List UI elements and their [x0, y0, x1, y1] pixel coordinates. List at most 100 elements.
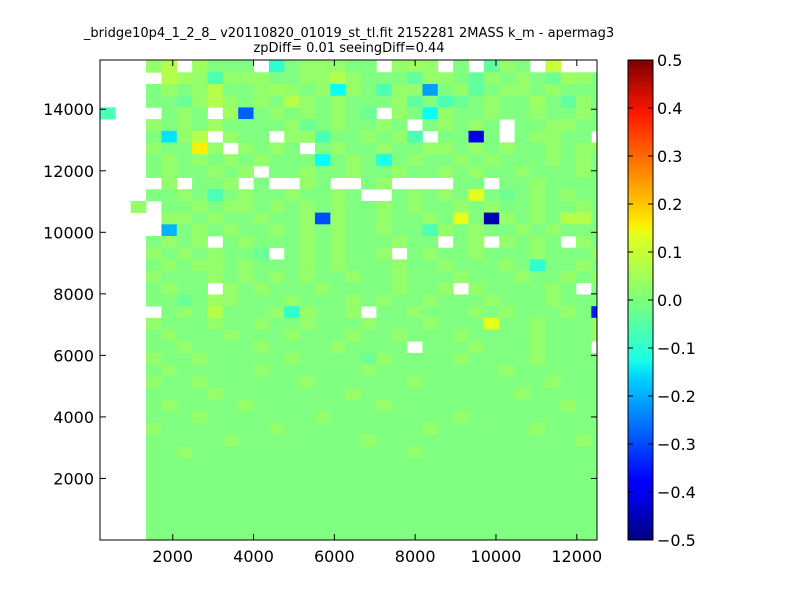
heatmap-cell: [391, 306, 408, 319]
heatmap-cell: [161, 411, 178, 424]
heatmap-cell: [207, 528, 224, 541]
heatmap-cell: [330, 504, 347, 518]
heatmap-cell: [422, 364, 439, 377]
heatmap-cell: [422, 341, 439, 354]
heatmap-cell: [361, 388, 377, 401]
heatmap-cell: [591, 200, 598, 214]
heatmap-cell: [560, 434, 577, 447]
heatmap-cell: [591, 95, 598, 108]
heatmap-cell: [330, 165, 347, 178]
heatmap-cell: [207, 165, 224, 178]
heatmap-cell: [314, 411, 331, 424]
heatmap-cell: [591, 224, 598, 237]
heatmap-cell: [222, 341, 239, 354]
heatmap-cell: [483, 154, 500, 167]
heatmap-cell: [545, 60, 562, 73]
heatmap-cell: [529, 388, 546, 401]
heatmap-cell: [361, 352, 377, 366]
heatmap-cell: [591, 271, 598, 284]
heatmap-cell: [483, 493, 500, 506]
heatmap-cell: [529, 504, 546, 518]
heatmap-cell: [330, 189, 347, 202]
heatmap-cell: [437, 271, 454, 284]
heatmap-cell: [176, 376, 193, 389]
heatmap-cell: [314, 458, 331, 471]
heatmap-cell: [268, 224, 285, 237]
heatmap-cell: [161, 294, 178, 307]
heatmap-cell: [299, 516, 316, 529]
heatmap-cell: [222, 376, 239, 389]
heatmap-cell: [238, 423, 254, 436]
heatmap-cell: [253, 376, 270, 389]
heatmap-cell: [330, 469, 347, 482]
heatmap-cell: [545, 189, 562, 202]
heatmap-cell: [407, 516, 423, 529]
heatmap-cell: [345, 352, 362, 366]
heatmap-cell: [192, 212, 208, 225]
colorbar-tick-label: −0.3: [657, 435, 696, 454]
heatmap-cell: [376, 95, 393, 108]
heatmap-cell: [330, 200, 347, 214]
heatmap-cell: [253, 95, 270, 108]
heatmap-cell: [391, 446, 408, 459]
heatmap-cell: [529, 516, 546, 529]
heatmap-cell: [345, 458, 362, 471]
heatmap-cell: [222, 364, 239, 377]
heatmap-cell: [268, 154, 285, 167]
heatmap-cell: [314, 189, 331, 202]
heatmap-cell: [453, 317, 469, 330]
heatmap-cell: [207, 212, 224, 225]
heatmap-cell: [422, 142, 439, 155]
heatmap-cell: [161, 189, 178, 202]
heatmap-cell: [161, 516, 178, 529]
heatmap-cell: [146, 516, 162, 529]
heatmap-cell: [560, 247, 577, 260]
heatmap-cell: [407, 434, 423, 447]
heatmap-cell: [529, 329, 546, 342]
heatmap-cell: [376, 282, 393, 295]
heatmap-cell: [545, 130, 562, 143]
heatmap-cell: [407, 504, 423, 518]
heatmap-cell: [314, 84, 331, 97]
heatmap-cell: [284, 317, 301, 330]
heatmap-cell: [575, 177, 592, 190]
heatmap-cell: [345, 212, 362, 225]
heatmap-cell: [176, 399, 193, 412]
heatmap-cell: [314, 504, 331, 518]
heatmap-cell: [499, 364, 515, 377]
heatmap-cell: [299, 282, 316, 295]
heatmap-cell: [529, 399, 546, 412]
heatmap-cell: [299, 469, 316, 482]
heatmap-cell: [176, 200, 193, 214]
heatmap-cell: [591, 317, 598, 330]
heatmap-cell: [529, 107, 546, 120]
heatmap-cell: [422, 165, 439, 178]
heatmap-cell: [376, 352, 393, 366]
heatmap-cell: [483, 341, 500, 354]
heatmap-cell: [238, 271, 254, 284]
heatmap-cell: [299, 189, 316, 202]
heatmap-cell: [284, 399, 301, 412]
heatmap-cell: [345, 446, 362, 459]
heatmap-cell: [437, 469, 454, 482]
heatmap-cell: [207, 399, 224, 412]
heatmap-cell: [268, 60, 285, 73]
heatmap-cell: [330, 446, 347, 459]
heatmap-cell: [483, 294, 500, 307]
heatmap-cell: [330, 294, 347, 307]
heatmap-cell: [146, 446, 162, 459]
heatmap-cell: [483, 458, 500, 471]
heatmap-cell: [268, 399, 285, 412]
heatmap-cell: [499, 200, 515, 214]
heatmap-cell: [330, 142, 347, 155]
heatmap-cell: [222, 446, 239, 459]
heatmap-cell: [314, 341, 331, 354]
heatmap-cell: [422, 411, 439, 424]
heatmap-cell: [361, 516, 377, 529]
heatmap-cell: [361, 271, 377, 284]
heatmap-cell: [499, 189, 515, 202]
heatmap-cell: [192, 72, 208, 85]
heatmap-cell: [453, 212, 469, 225]
heatmap-cell: [560, 329, 577, 342]
heatmap-cell: [391, 434, 408, 447]
